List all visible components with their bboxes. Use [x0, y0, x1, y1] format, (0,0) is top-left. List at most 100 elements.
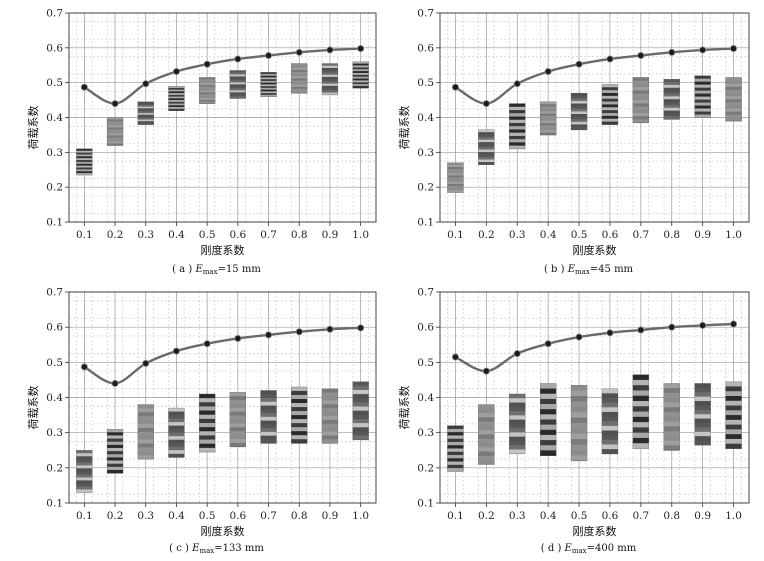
band-stripe	[352, 394, 369, 399]
band-stripe	[199, 94, 216, 97]
line-marker	[451, 353, 459, 361]
band-stripe	[321, 92, 338, 96]
band-stripe	[601, 398, 618, 404]
band-stripe	[137, 121, 154, 124]
band-stripe	[168, 96, 185, 99]
band-stripe	[540, 132, 557, 136]
band-stripe	[509, 135, 526, 140]
band-stripe	[478, 147, 495, 150]
band-stripe	[571, 401, 588, 408]
x-tick-label: 0.4	[168, 229, 185, 241]
band-stripe	[137, 116, 154, 119]
band-stripe	[509, 402, 526, 408]
line-marker	[637, 51, 645, 59]
band-stripe	[137, 105, 154, 108]
band-group	[352, 61, 369, 89]
line-marker	[234, 55, 242, 63]
band-stripe	[229, 438, 246, 444]
band-stripe	[352, 385, 369, 391]
band-stripe	[137, 435, 154, 440]
band-stripe	[352, 67, 369, 70]
band-stripe	[168, 105, 185, 108]
band-stripe	[107, 121, 124, 124]
band	[725, 77, 742, 122]
caption-subscript: max	[203, 268, 218, 276]
band-stripe	[321, 67, 338, 71]
band	[632, 77, 650, 123]
band-stripe	[291, 69, 308, 73]
band-stripe	[260, 420, 277, 425]
line-marker	[699, 321, 707, 329]
band	[321, 388, 339, 444]
band-stripe	[478, 460, 495, 465]
band-stripe	[137, 114, 154, 117]
x-tick-label: 0.5	[571, 510, 588, 522]
band-stripe	[107, 451, 124, 455]
band-stripe	[107, 463, 124, 468]
band-stripe	[168, 415, 185, 419]
band-stripe	[107, 123, 124, 126]
band-stripe	[540, 419, 557, 426]
panel-a: 0.1 0.2 0.3 0.4 0.5 0.6 0.7 0.1 0.2 0.3 0.4 0.5 0.6 0…	[27, 8, 377, 276]
band-stripe	[725, 114, 742, 119]
band-stripe	[540, 106, 557, 110]
band-stripe	[540, 120, 557, 124]
band-stripe	[694, 436, 711, 441]
band-stripe	[571, 395, 588, 402]
band-stripe	[321, 400, 338, 405]
band-stripe	[168, 87, 185, 91]
band	[663, 383, 680, 451]
panel-d: 0.1 0.2 0.3 0.4 0.5 0.6 0.7 0.1 0.2 0.3 0.4 0.5 0.6 0…	[398, 287, 750, 555]
band-stripe	[509, 139, 526, 143]
band-stripe	[321, 415, 338, 421]
line-marker	[668, 48, 676, 56]
line-marker	[544, 340, 552, 348]
band-stripe	[137, 119, 154, 122]
band-stripe	[478, 132, 495, 136]
band-stripe	[168, 107, 185, 110]
x-tick-label: 1.0	[352, 229, 369, 241]
band-stripe	[509, 423, 526, 429]
band-stripe	[663, 402, 680, 408]
band-stripe	[478, 144, 495, 148]
band-stripe	[694, 396, 711, 402]
band-stripe	[321, 392, 338, 397]
band-stripe	[447, 461, 464, 466]
band-group	[663, 79, 680, 120]
band-stripe	[478, 152, 495, 155]
band-stripe	[447, 455, 464, 459]
band-stripe	[76, 480, 93, 484]
band-stripe	[352, 61, 369, 65]
band-stripe	[137, 113, 154, 116]
y-tick-label: 0.2	[46, 182, 63, 194]
band	[76, 148, 93, 176]
band-stripe	[632, 119, 649, 124]
band-stripe	[199, 83, 216, 86]
band-stripe	[229, 82, 246, 85]
band-stripe	[107, 469, 124, 474]
band-stripe	[663, 392, 680, 399]
band-stripe	[352, 74, 369, 78]
band-stripe	[571, 385, 588, 391]
band-stripe	[260, 428, 277, 433]
band-stripe	[229, 94, 246, 97]
band-stripe	[540, 398, 557, 405]
band-stripe	[478, 447, 495, 452]
band-stripe	[632, 390, 649, 397]
caption-subscript: max	[199, 547, 214, 555]
band-stripe	[663, 82, 680, 86]
band-stripe	[478, 157, 495, 160]
band-stripe	[694, 84, 711, 89]
band-stripe	[694, 108, 711, 112]
band-stripe	[447, 432, 464, 436]
band-stripe	[571, 103, 588, 107]
band-stripe	[571, 93, 588, 97]
band-group	[725, 77, 742, 122]
y-axis-label: 荷载系数	[398, 386, 411, 430]
band-stripe	[168, 91, 185, 94]
band-stripe	[199, 402, 216, 407]
caption-variable: E	[194, 264, 203, 275]
line-marker	[575, 60, 583, 68]
band-stripe	[107, 125, 124, 128]
